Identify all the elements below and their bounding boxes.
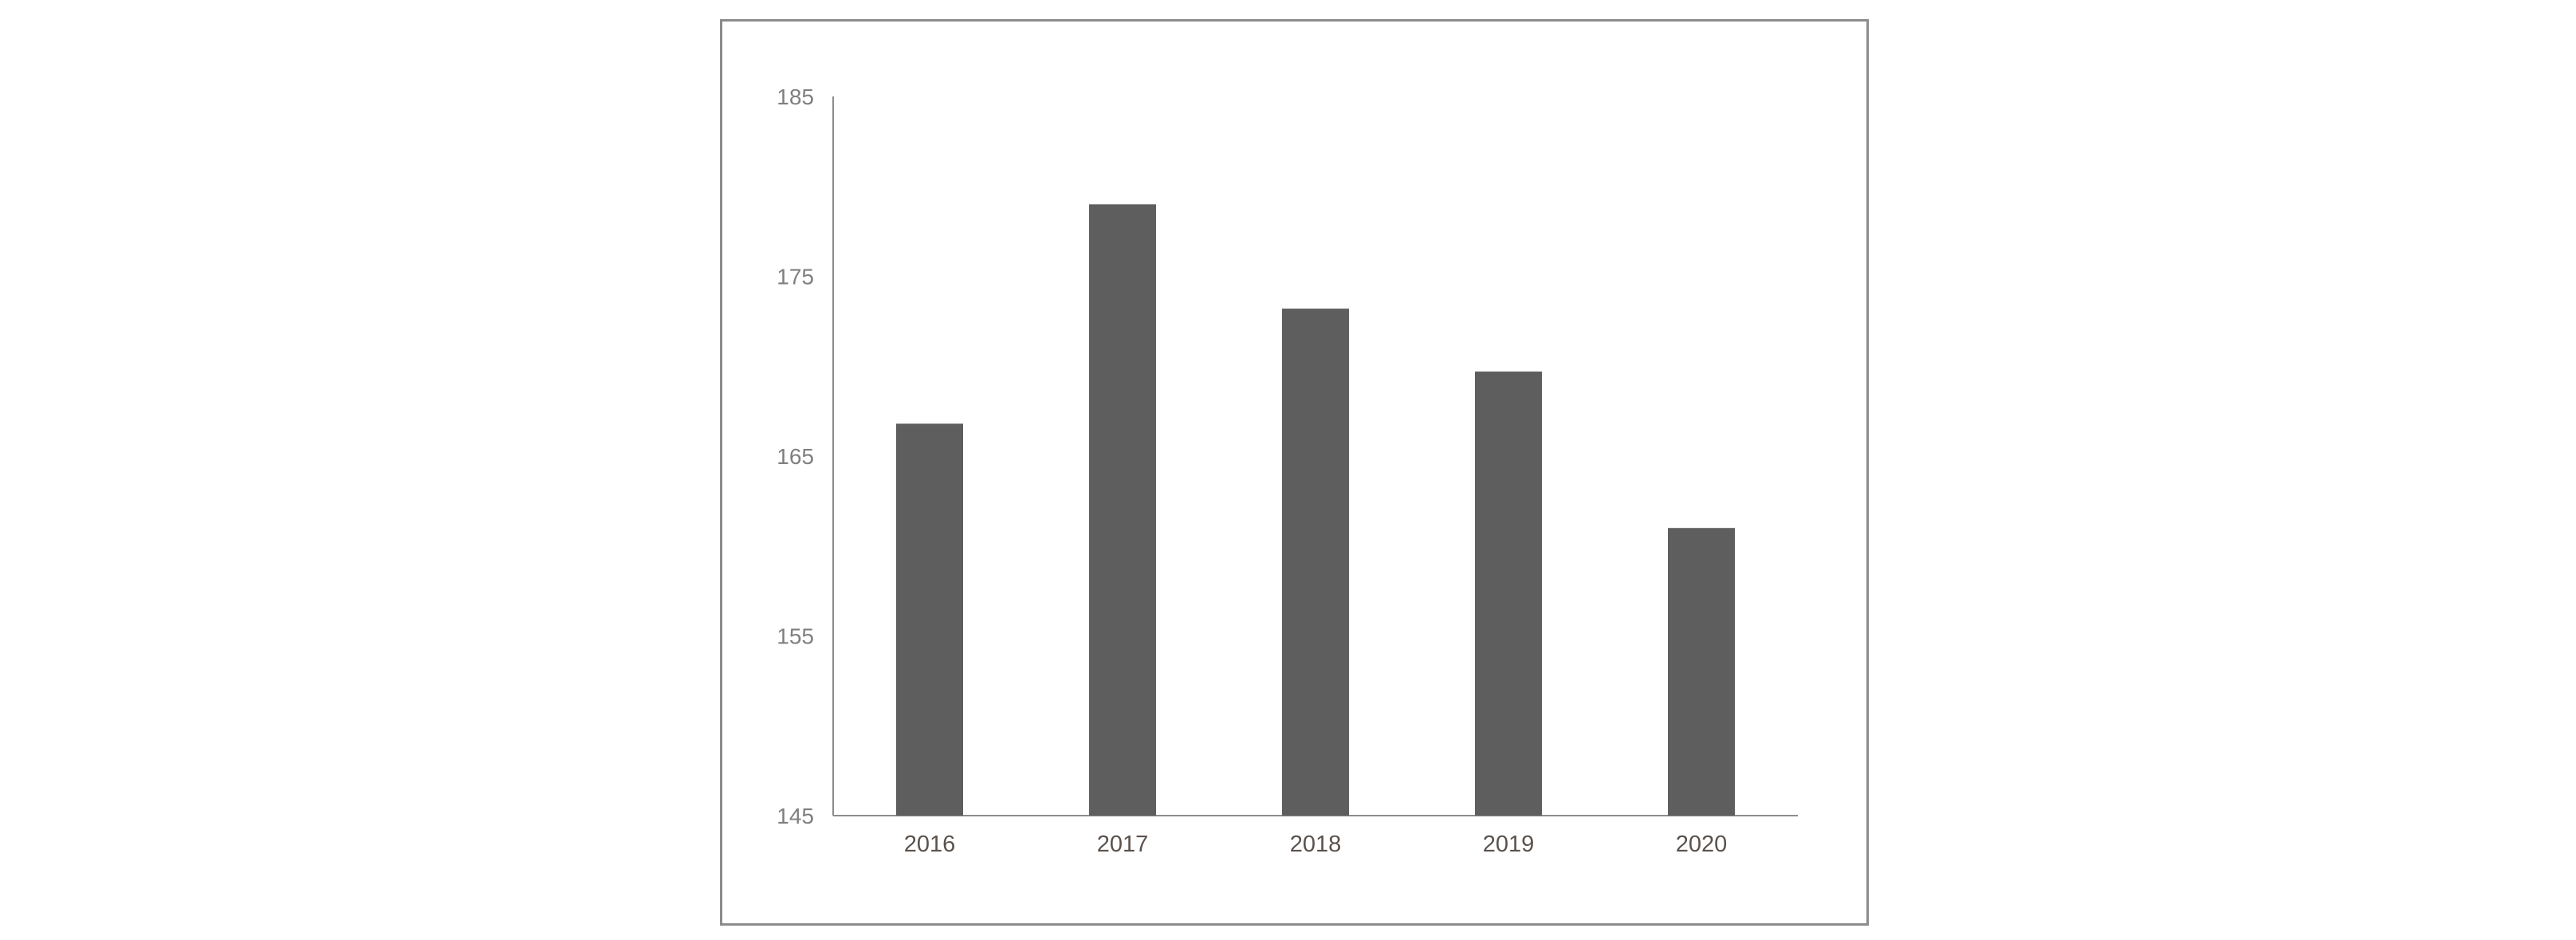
bar-2020 [1668, 528, 1735, 816]
y-tick-label: 175 [777, 265, 814, 289]
y-tick-label: 165 [777, 444, 814, 469]
bar-2016 [896, 423, 963, 816]
x-tick-label: 2017 [1097, 832, 1149, 857]
x-tick-label: 2016 [904, 832, 956, 857]
y-axis: 145 155 165 175 185 [777, 85, 834, 828]
x-tick-label: 2019 [1483, 832, 1535, 857]
bar-2017 [1089, 204, 1156, 816]
bar-2018 [1282, 309, 1349, 816]
x-axis: 2016 2017 2018 2019 2020 [833, 815, 1798, 857]
y-tick-label: 145 [777, 804, 814, 828]
bar-chart: 145 155 165 175 185 2016 2017 2018 2019 2020 [777, 85, 1798, 857]
y-tick-label: 155 [777, 624, 814, 649]
bar-2019 [1475, 372, 1542, 816]
x-tick-label: 2018 [1290, 832, 1342, 857]
y-tick-label: 185 [777, 85, 814, 109]
x-tick-label: 2020 [1676, 832, 1728, 857]
bars [896, 204, 1735, 816]
chart-frame: 145 155 165 175 185 2016 2017 2018 2019 2020 [720, 19, 1869, 926]
